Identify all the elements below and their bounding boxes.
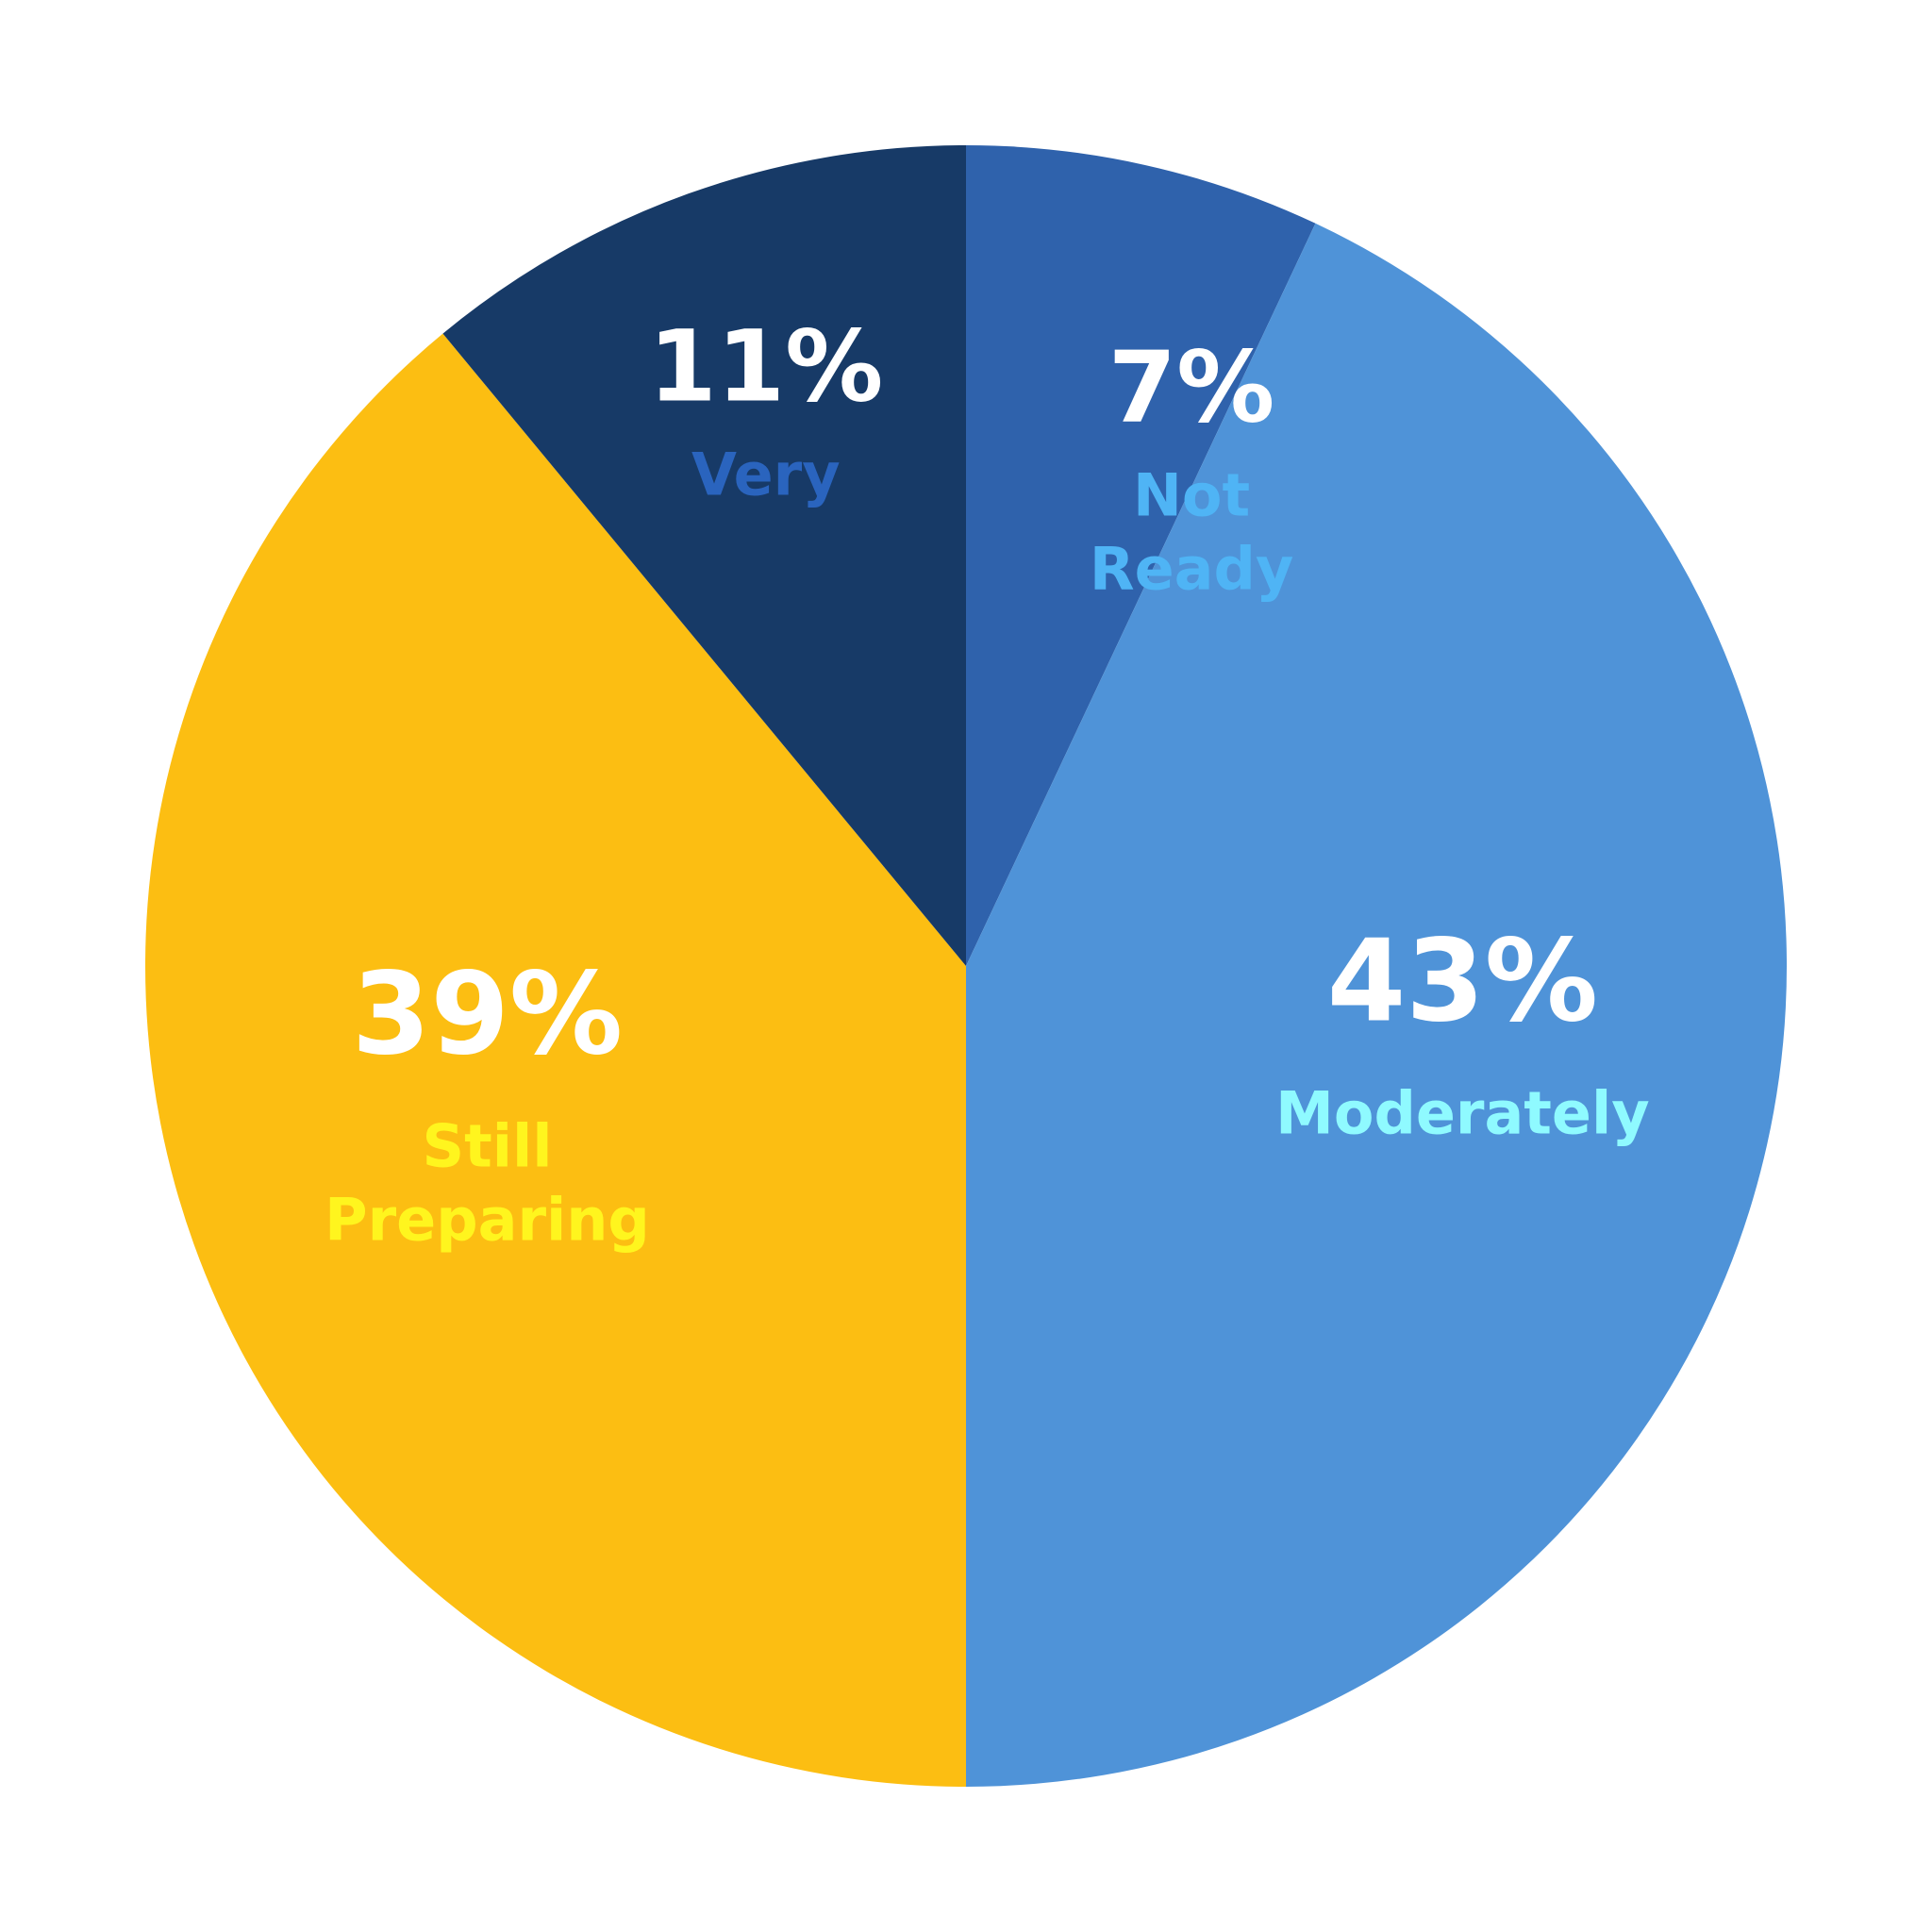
pie-slice-moderately — [966, 223, 1788, 1788]
pie-slice-not-ready — [966, 145, 1316, 966]
slice-name-label: Preparing — [325, 1186, 650, 1255]
slice-name-label: Very — [691, 441, 841, 509]
slice-name-label: Ready — [1090, 535, 1293, 604]
slice-percent-label: 7% — [1108, 330, 1275, 445]
pie-slice-still-preparing — [145, 333, 966, 1788]
slice-name-label: Not — [1133, 461, 1250, 530]
slice-name-label: Moderately — [1275, 1079, 1650, 1148]
slice-name-label: Still — [422, 1112, 552, 1181]
slice-percent-label: 11% — [648, 309, 883, 425]
pie-slice-very — [442, 145, 966, 966]
slice-percent-label: 39% — [352, 950, 623, 1081]
pie-slices — [145, 145, 1788, 1788]
slice-percent-label: 43% — [1327, 917, 1598, 1048]
